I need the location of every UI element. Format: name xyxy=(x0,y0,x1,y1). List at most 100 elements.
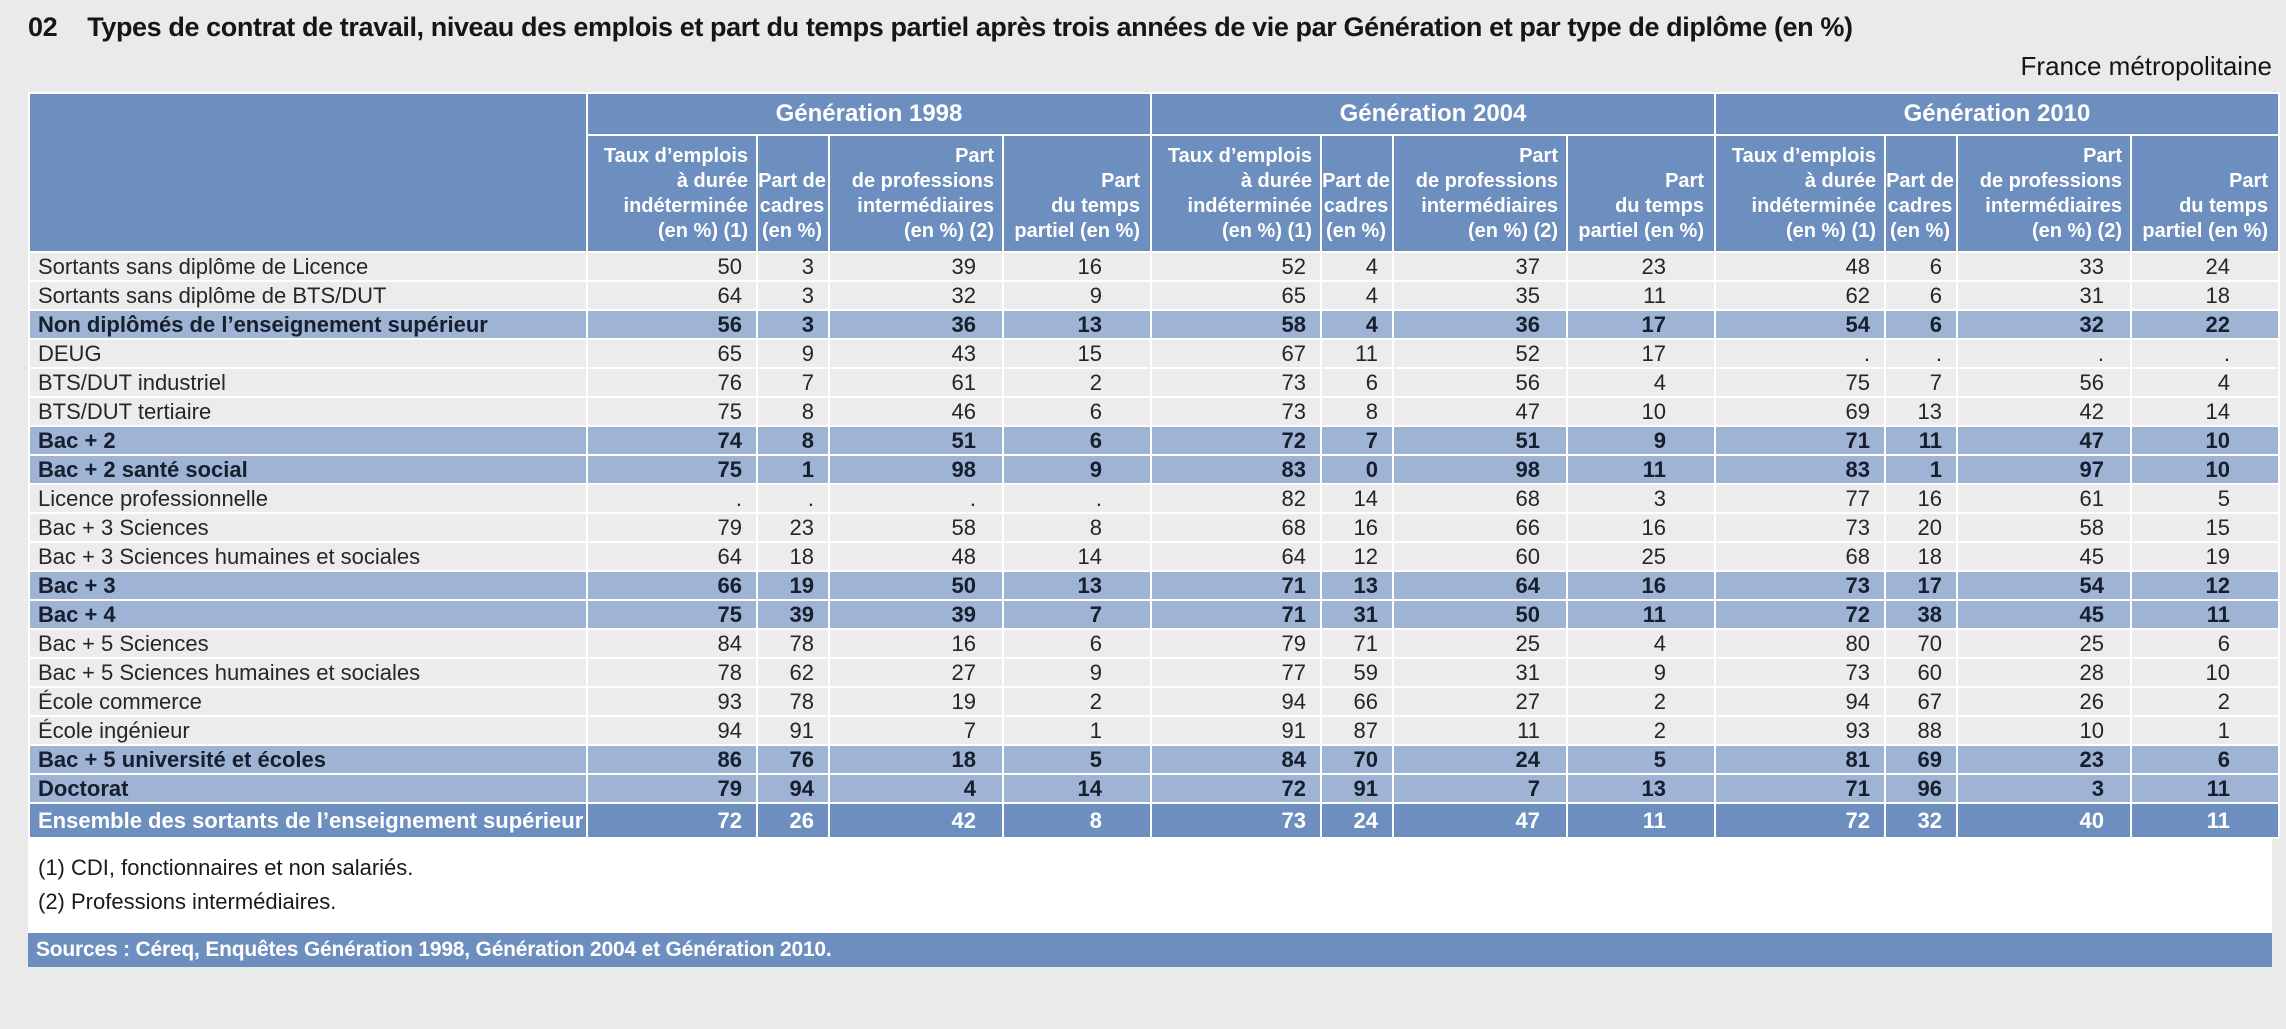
table-row: Bac + 3 66 19 50 13 71 13 64 16 73 17 54 12 xyxy=(30,572,2278,599)
value-cell: 10 xyxy=(2132,456,2278,483)
value-cell: 74 xyxy=(588,427,756,454)
value-cell: 8 xyxy=(1322,398,1392,425)
value-cell: 60 xyxy=(1886,659,1956,686)
value-cell: 73 xyxy=(1716,514,1884,541)
source-bar: Sources : Céreq, Enquêtes Génération 199… xyxy=(28,933,2272,967)
value-cell: 16 xyxy=(1886,485,1956,512)
column-header-group3-col3: Part de professions intermédiaires (en %… xyxy=(1958,136,2130,251)
value-cell: 7 xyxy=(758,369,828,396)
row-label: Ensemble des sortants de l’enseignement … xyxy=(30,804,586,837)
value-cell: 24 xyxy=(1322,804,1392,837)
value-cell: 52 xyxy=(1152,253,1320,280)
value-cell: . xyxy=(758,485,828,512)
value-cell: 32 xyxy=(1958,311,2130,338)
value-cell: 5 xyxy=(1004,746,1150,773)
table-row: Bac + 3 Sciences 79 23 58 8 68 16 66 16 73 20 58 15 xyxy=(30,514,2278,541)
value-cell: 11 xyxy=(2132,775,2278,802)
value-cell: 94 xyxy=(1716,688,1884,715)
value-cell: 91 xyxy=(1322,775,1392,802)
row-label: Bac + 2 xyxy=(30,427,586,454)
value-cell: 94 xyxy=(1152,688,1320,715)
value-cell: 14 xyxy=(1004,543,1150,570)
value-cell: 91 xyxy=(1152,717,1320,744)
value-cell: 32 xyxy=(1886,804,1956,837)
value-cell: 75 xyxy=(588,398,756,425)
value-cell: 94 xyxy=(588,717,756,744)
value-cell: 6 xyxy=(2132,746,2278,773)
value-cell: 94 xyxy=(758,775,828,802)
value-cell: 61 xyxy=(1958,485,2130,512)
value-cell: 19 xyxy=(830,688,1002,715)
value-cell: 16 xyxy=(1568,514,1714,541)
value-cell: 22 xyxy=(2132,311,2278,338)
value-cell: 50 xyxy=(588,253,756,280)
value-cell: 36 xyxy=(1394,311,1566,338)
value-cell: 62 xyxy=(1716,282,1884,309)
row-label: École ingénieur xyxy=(30,717,586,744)
value-cell: 66 xyxy=(1394,514,1566,541)
value-cell: 42 xyxy=(1958,398,2130,425)
value-cell: 11 xyxy=(2132,804,2278,837)
value-cell: 76 xyxy=(758,746,828,773)
data-table: Génération 1998 Génération 2004 Générati… xyxy=(28,92,2280,839)
value-cell: 12 xyxy=(2132,572,2278,599)
footnote-2: (2) Professions intermédiaires. xyxy=(38,889,337,914)
row-label: BTS/DUT industriel xyxy=(30,369,586,396)
value-cell: 51 xyxy=(1394,427,1566,454)
value-cell: 83 xyxy=(1716,456,1884,483)
column-header-group2-col4: Part du temps partiel (en %) xyxy=(1568,136,1714,251)
row-label: Bac + 2 santé social xyxy=(30,456,586,483)
value-cell: 40 xyxy=(1958,804,2130,837)
value-cell: 2 xyxy=(1568,717,1714,744)
value-cell: 7 xyxy=(830,717,1002,744)
value-cell: . xyxy=(2132,340,2278,367)
value-cell: 97 xyxy=(1958,456,2130,483)
value-cell: 3 xyxy=(1568,485,1714,512)
value-cell: 70 xyxy=(1322,746,1392,773)
value-cell: 11 xyxy=(1568,282,1714,309)
value-cell: 68 xyxy=(1394,485,1566,512)
value-cell: 8 xyxy=(1004,804,1150,837)
row-label: Bac + 4 xyxy=(30,601,586,628)
value-cell: 58 xyxy=(1152,311,1320,338)
footnote-1: (1) CDI, fonctionnaires et non salariés. xyxy=(38,855,414,880)
value-cell: 16 xyxy=(1568,572,1714,599)
value-cell: 73 xyxy=(1716,659,1884,686)
value-cell: 6 xyxy=(1886,311,1956,338)
value-cell: 81 xyxy=(1716,746,1884,773)
value-cell: . xyxy=(830,485,1002,512)
value-cell: 17 xyxy=(1568,340,1714,367)
row-label: Bac + 5 Sciences humaines et sociales xyxy=(30,659,586,686)
value-cell: 11 xyxy=(1886,427,1956,454)
table-row: Bac + 2 74 8 51 6 72 7 51 9 71 11 47 10 xyxy=(30,427,2278,454)
value-cell: 71 xyxy=(1322,630,1392,657)
value-cell: 78 xyxy=(758,630,828,657)
value-cell: 7 xyxy=(1394,775,1566,802)
value-cell: 64 xyxy=(588,543,756,570)
table-row: Bac + 5 Sciences 84 78 16 6 79 71 25 4 80 70 25 6 xyxy=(30,630,2278,657)
value-cell: 71 xyxy=(1152,572,1320,599)
value-cell: 83 xyxy=(1152,456,1320,483)
column-header-group2-col1: Taux d’emplois à durée indéterminée (en … xyxy=(1152,136,1320,251)
value-cell: 24 xyxy=(1394,746,1566,773)
value-cell: 39 xyxy=(830,253,1002,280)
value-cell: 78 xyxy=(588,659,756,686)
row-label: Sortants sans diplôme de Licence xyxy=(30,253,586,280)
value-cell: 10 xyxy=(2132,659,2278,686)
value-cell: 93 xyxy=(588,688,756,715)
value-cell: 11 xyxy=(2132,601,2278,628)
row-label: BTS/DUT tertiaire xyxy=(30,398,586,425)
value-cell: 73 xyxy=(1152,369,1320,396)
row-label: École commerce xyxy=(30,688,586,715)
value-cell: 2 xyxy=(1004,688,1150,715)
column-header-group3-col4: Part du temps partiel (en %) xyxy=(2132,136,2278,251)
value-cell: 4 xyxy=(1568,630,1714,657)
value-cell: 13 xyxy=(1886,398,1956,425)
value-cell: 27 xyxy=(1394,688,1566,715)
table-number: 02 xyxy=(28,12,58,42)
value-cell: 78 xyxy=(758,688,828,715)
value-cell: 11 xyxy=(1394,717,1566,744)
value-cell: 96 xyxy=(1886,775,1956,802)
value-cell: 50 xyxy=(830,572,1002,599)
row-label: Doctorat xyxy=(30,775,586,802)
